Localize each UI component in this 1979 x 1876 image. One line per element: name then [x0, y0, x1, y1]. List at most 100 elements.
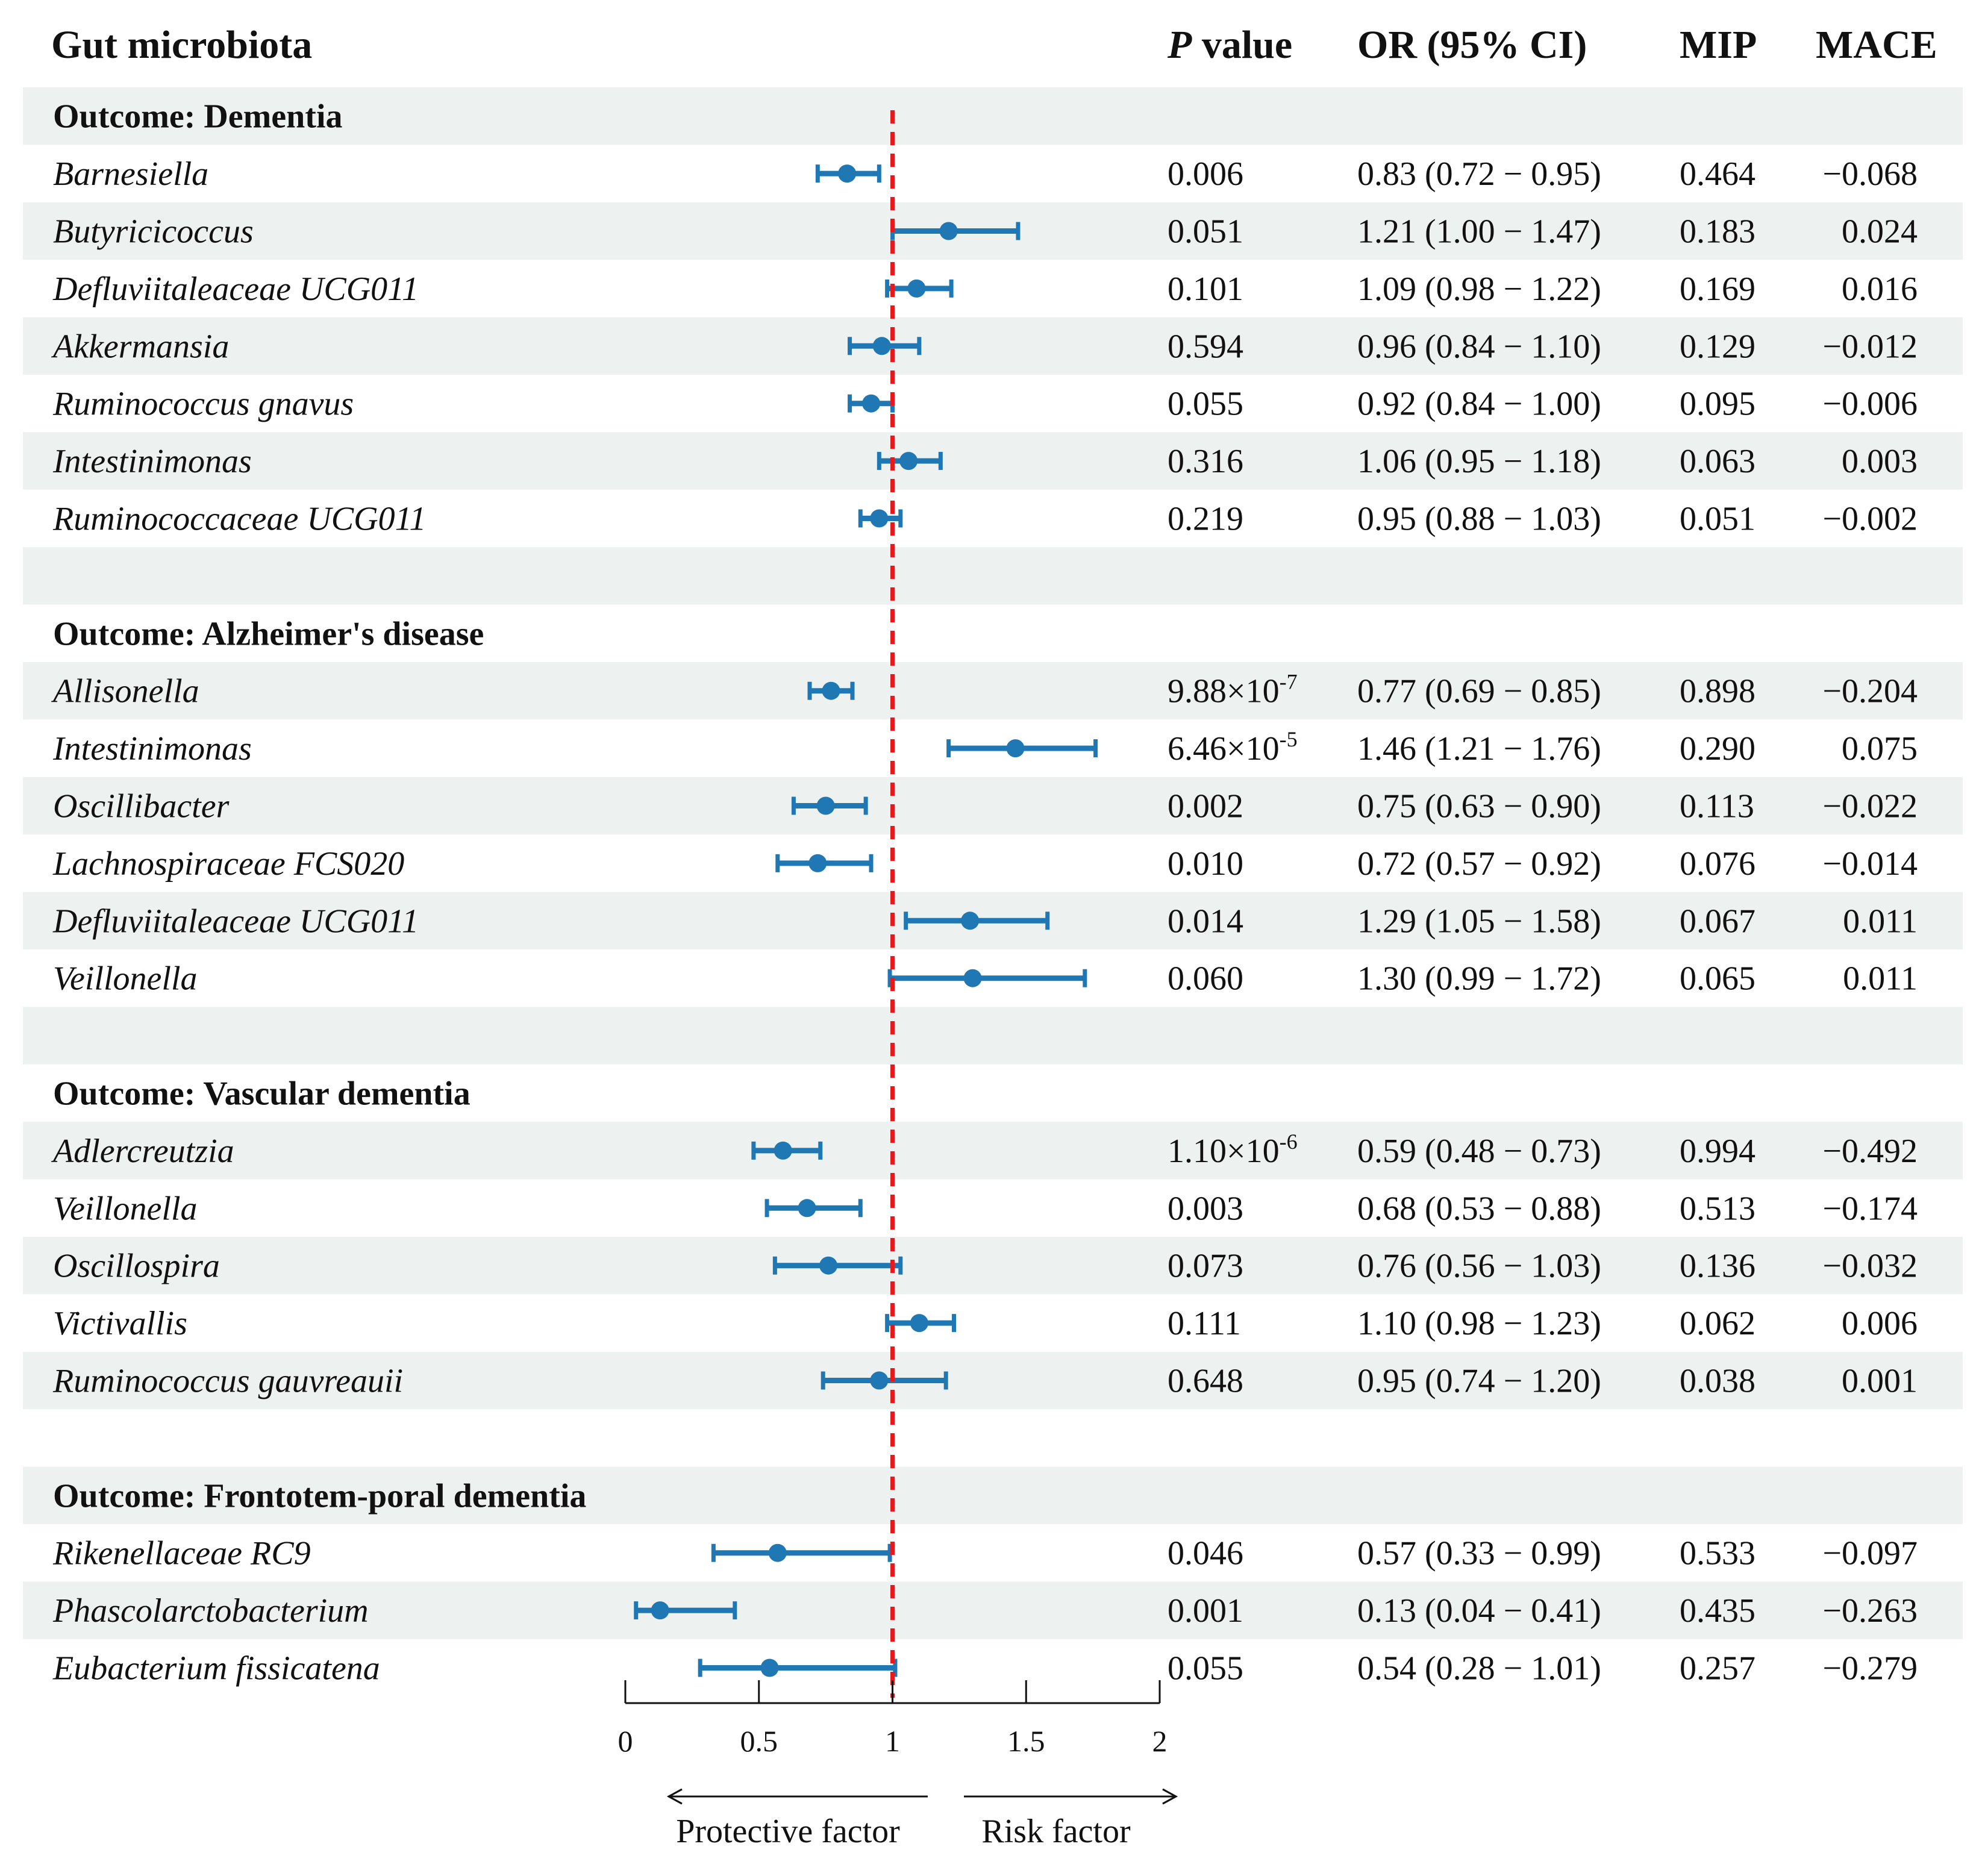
- or-point: [1006, 739, 1025, 758]
- or-ci-text: 0.68 (0.53 − 0.88): [1357, 1190, 1601, 1227]
- row-stripe: [23, 1237, 1963, 1295]
- or-ci-text: 1.09 (0.98 − 1.22): [1357, 270, 1601, 308]
- table-header: Gut microbiota P value OR (95% CI) MIP M…: [51, 23, 1937, 67]
- p-value-base: 1.10×10: [1168, 1133, 1280, 1170]
- mace-value: 0.011: [1843, 960, 1918, 998]
- header-mip: MIP: [1680, 23, 1757, 67]
- header-p-rest: value: [1192, 23, 1292, 67]
- taxon-label: Barnesiella: [53, 155, 208, 193]
- or-point: [760, 1659, 779, 1677]
- or-ci-text: 1.21 (1.00 − 1.47): [1357, 213, 1601, 251]
- row-stripe: [23, 87, 1963, 145]
- taxon-label: Allisonella: [51, 673, 199, 710]
- header-p-value: P value: [1167, 23, 1292, 67]
- or-point: [872, 337, 891, 355]
- p-value: 0.073: [1168, 1248, 1243, 1285]
- mip-value: 0.095: [1680, 386, 1755, 423]
- or-point: [774, 1141, 792, 1160]
- row-stripe: [23, 777, 1963, 835]
- mip-value: 0.065: [1680, 960, 1755, 998]
- row-stripe: [23, 1007, 1963, 1065]
- or-point: [816, 796, 835, 815]
- or-point: [907, 279, 926, 298]
- mace-value: −0.174: [1822, 1190, 1918, 1227]
- mace-value: −0.279: [1822, 1650, 1918, 1687]
- mace-value: 0.011: [1843, 902, 1918, 940]
- mace-value: 0.024: [1842, 213, 1918, 251]
- mip-value: 0.994: [1680, 1133, 1755, 1170]
- taxon-label: Defluviitaleaceae UCG011: [52, 270, 419, 308]
- mace-value: 0.075: [1842, 730, 1918, 768]
- p-value: 0.010: [1168, 845, 1243, 883]
- mace-value: 0.006: [1842, 1305, 1918, 1342]
- taxon-label: Rikenellaceae RC9: [52, 1535, 311, 1572]
- mip-value: 0.435: [1680, 1592, 1755, 1630]
- mace-value: 0.003: [1842, 443, 1918, 480]
- or-ci-text: 1.29 (1.05 − 1.58): [1357, 902, 1601, 940]
- or-ci-text: 0.13 (0.04 − 0.41): [1357, 1592, 1601, 1630]
- mace-value: −0.032: [1822, 1248, 1918, 1285]
- mip-value: 0.113: [1680, 788, 1754, 825]
- taxon-label: Ruminococcaceae UCG011: [52, 501, 426, 538]
- p-value: 0.014: [1168, 902, 1243, 940]
- mace-value: −0.022: [1822, 788, 1918, 825]
- p-value: 9.88×10-7: [1168, 670, 1298, 710]
- p-value-exponent: -5: [1280, 727, 1298, 751]
- taxon-label: Oscillibacter: [53, 788, 230, 825]
- p-value: 0.002: [1168, 788, 1243, 825]
- p-value-base: 6.46×10: [1168, 730, 1280, 768]
- mip-value: 0.464: [1680, 155, 1755, 193]
- header-gut-microbiota: Gut microbiota: [51, 23, 312, 67]
- row-stripe: [23, 1466, 1963, 1524]
- mace-value: −0.068: [1822, 155, 1918, 193]
- or-point: [822, 681, 840, 700]
- or-point: [862, 394, 881, 413]
- or-point: [963, 969, 982, 987]
- or-point: [798, 1199, 816, 1218]
- mip-value: 0.136: [1680, 1248, 1755, 1285]
- row-stripe: [23, 1351, 1963, 1410]
- outcome-title: Outcome: Vascular dementia: [53, 1075, 471, 1113]
- taxon-label: Adlercreutzia: [51, 1133, 234, 1170]
- or-ci-text: 0.59 (0.48 − 0.73): [1357, 1133, 1601, 1170]
- mace-value: −0.097: [1822, 1535, 1918, 1572]
- or-point: [961, 911, 980, 930]
- mip-value: 0.062: [1680, 1305, 1755, 1342]
- or-ci-text: 0.96 (0.84 − 1.10): [1357, 328, 1601, 365]
- x-axis: 0 0.5 1 1.5 2: [618, 1680, 1168, 1758]
- mace-value: −0.263: [1822, 1592, 1918, 1630]
- p-value: 0.003: [1168, 1190, 1243, 1227]
- or-point: [899, 452, 918, 471]
- mip-value: 0.038: [1680, 1363, 1755, 1400]
- taxon-label: Intestinimonas: [52, 443, 252, 480]
- row-stripe: [23, 432, 1963, 490]
- or-point: [910, 1314, 928, 1333]
- direction-legend: Protective factor Risk factor: [666, 1788, 1178, 1850]
- mace-value: −0.012: [1822, 328, 1918, 365]
- taxon-label: Intestinimonas: [52, 730, 252, 768]
- taxon-label: Ruminococcus gnavus: [52, 386, 354, 423]
- p-value: 0.051: [1168, 213, 1243, 251]
- or-ci-text: 0.92 (0.84 − 1.00): [1357, 386, 1601, 423]
- outcome-title: Outcome: Frontotem-poral dementia: [53, 1477, 586, 1515]
- p-value: 0.006: [1168, 155, 1243, 193]
- p-value: 0.648: [1168, 1363, 1243, 1400]
- taxon-label: Victivallis: [53, 1305, 187, 1342]
- row-stripes: [23, 87, 1963, 1639]
- taxon-label: Eubacterium fissicatena: [52, 1650, 380, 1687]
- mip-value: 0.183: [1680, 213, 1755, 251]
- outcome-title: Outcome: Dementia: [53, 98, 343, 136]
- or-ci-text: 0.95 (0.88 − 1.03): [1357, 501, 1601, 538]
- taxon-label: Butyricicoccus: [53, 213, 254, 251]
- or-ci-text: 0.95 (0.74 − 1.20): [1357, 1363, 1601, 1400]
- taxon-label: Ruminococcus gauvreauii: [52, 1363, 403, 1400]
- p-value: 0.219: [1168, 501, 1243, 538]
- p-value: 0.046: [1168, 1535, 1243, 1572]
- or-ci-text: 1.30 (0.99 − 1.72): [1357, 960, 1601, 998]
- protective-factor-label: Protective factor: [676, 1813, 900, 1850]
- p-value: 6.46×10-5: [1168, 727, 1298, 768]
- or-ci-text: 1.10 (0.98 − 1.23): [1357, 1305, 1601, 1342]
- taxon-label: Defluviitaleaceae UCG011: [52, 902, 419, 940]
- p-value: 0.594: [1168, 328, 1243, 365]
- or-point: [651, 1601, 669, 1620]
